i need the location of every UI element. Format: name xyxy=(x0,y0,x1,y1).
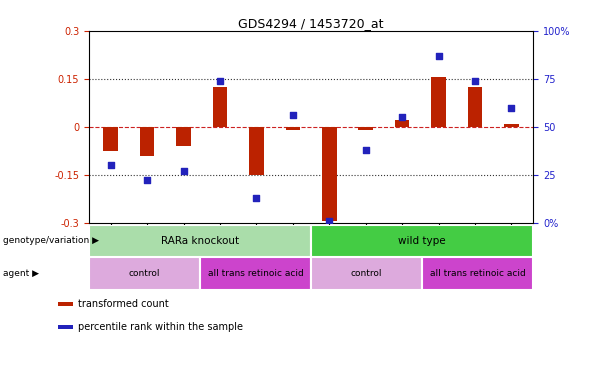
Point xyxy=(324,218,334,224)
Point xyxy=(397,114,407,120)
Bar xyxy=(468,87,482,127)
Bar xyxy=(311,257,422,290)
Point xyxy=(251,195,261,201)
Bar xyxy=(249,127,264,175)
Text: agent ▶: agent ▶ xyxy=(3,269,39,278)
Text: percentile rank within the sample: percentile rank within the sample xyxy=(77,323,243,333)
Point xyxy=(179,168,189,174)
Bar xyxy=(395,120,409,127)
Point xyxy=(142,177,152,184)
Text: RARa knockout: RARa knockout xyxy=(161,236,239,246)
Bar xyxy=(140,127,154,156)
Point xyxy=(361,147,371,153)
Point xyxy=(106,162,116,168)
Bar xyxy=(58,324,73,329)
Title: GDS4294 / 1453720_at: GDS4294 / 1453720_at xyxy=(238,17,384,30)
Bar xyxy=(104,127,118,151)
Bar xyxy=(322,127,337,221)
Bar xyxy=(200,257,311,290)
Point xyxy=(215,78,225,84)
Bar xyxy=(89,257,200,290)
Text: all trans retinoic acid: all trans retinoic acid xyxy=(430,269,525,278)
Point xyxy=(506,104,516,111)
Point xyxy=(470,78,480,84)
Bar xyxy=(177,127,191,146)
Text: transformed count: transformed count xyxy=(77,300,169,310)
Text: control: control xyxy=(129,269,160,278)
Bar xyxy=(359,127,373,130)
Bar xyxy=(422,257,533,290)
Bar xyxy=(311,225,533,257)
Bar xyxy=(89,225,311,257)
Bar xyxy=(504,124,519,127)
Bar xyxy=(432,77,446,127)
Text: control: control xyxy=(351,269,383,278)
Bar xyxy=(213,87,227,127)
Point xyxy=(288,112,298,118)
Text: all trans retinoic acid: all trans retinoic acid xyxy=(208,269,303,278)
Bar xyxy=(286,127,300,130)
Point xyxy=(433,53,443,59)
Bar xyxy=(58,301,73,306)
Text: wild type: wild type xyxy=(398,236,446,246)
Text: genotype/variation ▶: genotype/variation ▶ xyxy=(3,237,99,245)
